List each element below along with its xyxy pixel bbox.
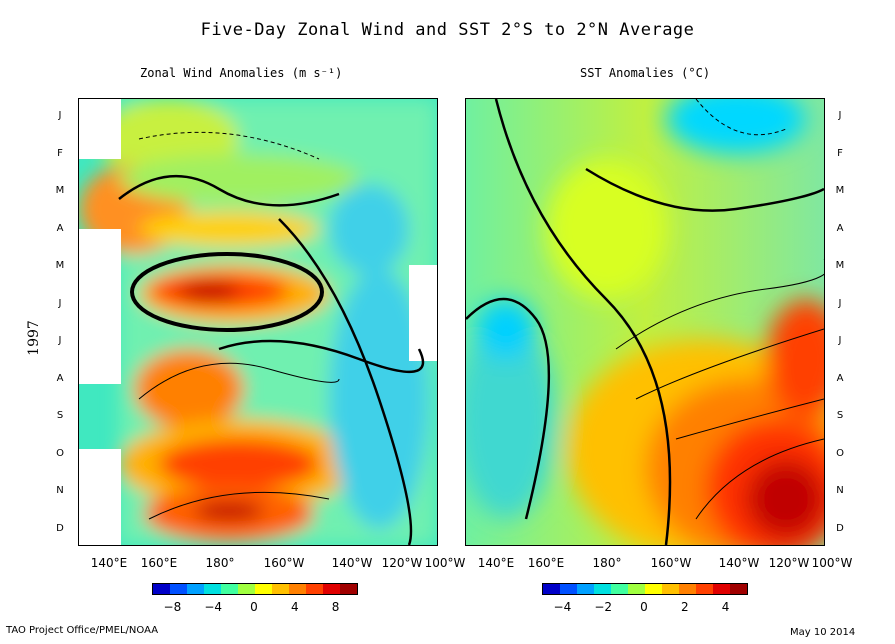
colorbar-swatch [730, 584, 747, 594]
colorbar-swatch [645, 584, 662, 594]
colorbar-swatch [662, 584, 679, 594]
colorbar-swatch [560, 584, 577, 594]
x-tick-label: 180° [205, 556, 235, 570]
colorbar-tick-label: 4 [290, 600, 299, 614]
colorbar-swatch [594, 584, 611, 594]
x-tick-label: 140°E [477, 556, 515, 570]
colorbar-swatch [611, 584, 628, 594]
month-label-2: M [55, 185, 65, 196]
month-label-11: D [836, 522, 844, 534]
colorbar-swatch [255, 584, 272, 594]
colorbar-tick-label: −2 [594, 600, 613, 614]
x-tick-label: 160°E [140, 556, 178, 570]
footer-credit: TAO Project Office/PMEL/NOAA [6, 625, 159, 636]
month-label-0: J [838, 110, 842, 121]
colorbar-tick-label: 0 [640, 600, 648, 614]
colorbar-swatch [238, 584, 255, 594]
x-tick-label: 120°W [381, 556, 423, 570]
colorbar-tick-label: 0 [250, 600, 258, 614]
month-label-9: O [836, 447, 844, 459]
x-tick-label: 180° [592, 556, 622, 570]
x-tick-label: 160°E [527, 556, 565, 570]
colorbar-swatch [577, 584, 594, 594]
colorbar-swatch [153, 584, 170, 594]
footer-date: May 10 2014 [790, 627, 856, 638]
month-label-3: A [56, 222, 64, 234]
colorbar-swatch [543, 584, 560, 594]
x-tick-label: 140°E [90, 556, 128, 570]
month-label-10: N [56, 485, 64, 496]
colorbar-swatch [679, 584, 696, 594]
colorbar-tick-label: 8 [331, 600, 340, 614]
colorbar-tick-label: −4 [204, 600, 223, 614]
x-tick-label: 100°W [811, 556, 853, 570]
x-tick-label: 140°W [718, 556, 760, 570]
colorbar-swatch [340, 584, 357, 594]
colorbar-swatch [713, 584, 730, 594]
figure-title: Five-Day Zonal Wind and SST 2°S to 2°N A… [200, 20, 695, 40]
wind-colorbar [152, 583, 358, 595]
month-label-8: S [56, 410, 64, 421]
colorbar-tick-label: 2 [680, 600, 689, 614]
colorbar-tick-label: 4 [721, 600, 730, 614]
colorbar-swatch [306, 584, 323, 594]
colorbar-swatch [289, 584, 306, 594]
month-label-9: O [56, 447, 64, 459]
wind-heatmap [79, 99, 437, 545]
month-label-8: S [836, 410, 844, 421]
sst-panel-title: SST Anomalies (°C) [580, 66, 711, 80]
colorbar-swatch [187, 584, 204, 594]
month-label-1: F [57, 147, 63, 159]
month-label-10: N [836, 485, 844, 496]
month-label-6: J [58, 335, 62, 346]
colorbar-swatch [272, 584, 289, 594]
colorbar-swatch [170, 584, 187, 594]
month-label-11: D [56, 522, 64, 534]
colorbar-tick-label: −8 [163, 600, 182, 614]
sst-heatmap-panel [465, 98, 825, 546]
x-tick-label: 160°W [263, 556, 305, 570]
colorbar-swatch [628, 584, 645, 594]
wind-heatmap-panel [78, 98, 438, 546]
x-tick-label: 160°W [650, 556, 692, 570]
year-label: 1997 [25, 320, 42, 356]
colorbar-swatch [221, 584, 238, 594]
month-label-7: A [56, 372, 64, 384]
sst-colorbar [542, 583, 748, 595]
month-label-4: M [55, 260, 65, 271]
month-label-1: F [837, 147, 843, 159]
x-tick-label: 100°W [424, 556, 466, 570]
month-label-6: J [838, 335, 842, 346]
wind-panel-title: Zonal Wind Anomalies (m s⁻¹) [140, 66, 343, 80]
sst-heatmap [466, 99, 824, 545]
month-label-2: M [835, 185, 845, 196]
x-tick-label: 120°W [768, 556, 810, 570]
month-label-3: A [836, 222, 844, 234]
month-label-0: J [58, 110, 62, 121]
colorbar-swatch [696, 584, 713, 594]
month-label-5: J [58, 297, 62, 309]
colorbar-swatch [323, 584, 340, 594]
month-label-7: A [836, 372, 844, 384]
colorbar-tick-label: −4 [553, 600, 572, 614]
month-label-4: M [835, 260, 845, 271]
x-tick-label: 140°W [331, 556, 373, 570]
month-label-5: J [838, 297, 842, 309]
colorbar-swatch [204, 584, 221, 594]
